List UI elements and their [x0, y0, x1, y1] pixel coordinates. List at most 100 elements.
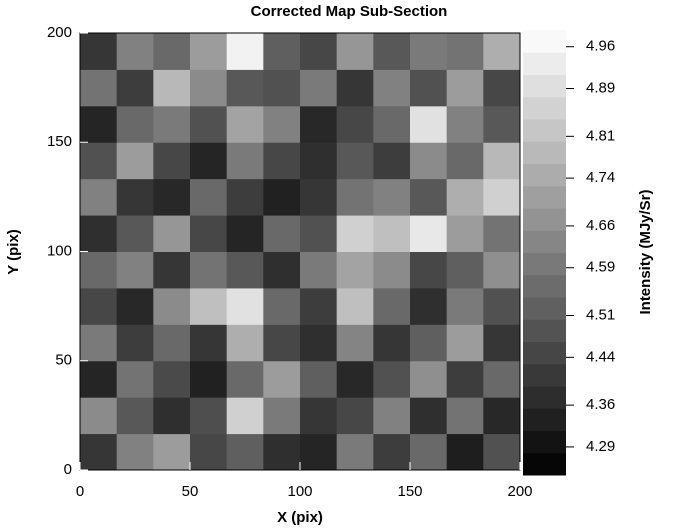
x-tick-label: 0: [76, 483, 84, 500]
colorbar-band: [523, 74, 566, 98]
heatmap-cell: [80, 433, 118, 471]
heatmap-cell: [373, 251, 411, 289]
y-tick-label: 150: [47, 133, 72, 150]
heatmap-cell: [116, 33, 154, 70]
heatmap-cell: [263, 215, 301, 252]
heatmap-cell: [190, 433, 228, 471]
heatmap-cell: [410, 360, 448, 398]
heatmap-cell: [483, 215, 521, 252]
heatmap-cell: [190, 105, 228, 143]
heatmap-cell: [373, 105, 411, 143]
heatmap-cell: [300, 105, 338, 143]
heatmap-cell: [336, 360, 374, 398]
colorbar-band: [523, 185, 566, 209]
colorbar-tick-label: 4.29: [586, 438, 615, 455]
heatmap-cell: [116, 433, 154, 471]
y-tick-label: 100: [47, 242, 72, 259]
heatmap-cell: [483, 142, 521, 180]
heatmap-cell: [190, 69, 228, 107]
heatmap-cell: [300, 69, 338, 107]
heatmap-cell: [336, 178, 374, 216]
heatmap-cell: [80, 324, 118, 362]
heatmap-cell: [373, 178, 411, 216]
heatmap-cell: [483, 360, 521, 398]
heatmap-cell: [190, 324, 228, 362]
heatmap-cell: [300, 287, 338, 325]
colorbar-label: Intensity (MJy/Sr): [637, 189, 654, 314]
heatmap-cell: [80, 215, 118, 252]
heatmap-cell: [263, 142, 301, 180]
colorbar-band: [523, 452, 566, 476]
heatmap-cell: [263, 360, 301, 398]
heatmap-cell: [116, 142, 154, 180]
heatmap-cell: [300, 251, 338, 289]
heatmap-cell: [336, 324, 374, 362]
heatmap-cell: [373, 215, 411, 252]
heatmap-cell: [446, 178, 484, 216]
heatmap-cell: [483, 433, 521, 471]
heatmap-cell: [410, 105, 448, 143]
heatmap-cell: [116, 397, 154, 435]
colorbar-band: [523, 363, 566, 387]
heatmap-cell: [410, 69, 448, 107]
heatmap-cell: [153, 33, 191, 70]
heatmap-cell: [300, 33, 338, 70]
heatmap-cell: [446, 33, 484, 70]
heatmap-cell: [336, 105, 374, 143]
heatmap-cell: [263, 433, 301, 471]
heatmap-cell: [446, 324, 484, 362]
x-tick-label: 150: [397, 483, 422, 500]
heatmap-cell: [336, 215, 374, 252]
heatmap-cell: [336, 69, 374, 107]
heatmap-cell: [153, 397, 191, 435]
colorbar-band: [523, 341, 566, 365]
heatmap-cell: [336, 33, 374, 70]
heatmap-cell: [446, 215, 484, 252]
heatmap-cell: [336, 433, 374, 471]
heatmap-cell: [446, 251, 484, 289]
colorbar-tick-label: 4.51: [586, 306, 615, 323]
colorbar-band: [523, 30, 566, 53]
heatmap-cell: [263, 105, 301, 143]
heatmap-cell: [153, 251, 191, 289]
heatmap-cell: [226, 33, 264, 70]
heatmap-cell: [116, 69, 154, 107]
y-axis-label: Y (pix): [5, 229, 22, 275]
heatmap-cell: [226, 287, 264, 325]
colorbar-tick-label: 4.74: [586, 169, 615, 186]
heatmap-cell: [226, 433, 264, 471]
heatmap-cell: [446, 69, 484, 107]
colorbar-tick-label: 4.66: [586, 217, 615, 234]
heatmap-cell: [263, 178, 301, 216]
heatmap-cell: [190, 33, 228, 70]
heatmap-cell: [80, 178, 118, 216]
heatmap-cell: [116, 360, 154, 398]
heatmap-cell: [410, 287, 448, 325]
heatmap-cell: [226, 178, 264, 216]
heatmap-cell: [80, 287, 118, 325]
colorbar-band: [523, 230, 566, 253]
x-tick-label: 100: [287, 483, 312, 500]
heatmap-cell: [226, 251, 264, 289]
heatmap-cell: [300, 142, 338, 180]
x-tick-label: 50: [182, 483, 199, 500]
heatmap-cell: [446, 397, 484, 435]
colorbar-band: [523, 52, 566, 75]
chart-title: Corrected Map Sub-Section: [251, 3, 448, 20]
heatmap-cell: [226, 360, 264, 398]
heatmap-cell: [373, 142, 411, 180]
heatmap-cell: [410, 433, 448, 471]
heatmap-cell: [153, 433, 191, 471]
heatmap-cell: [80, 69, 118, 107]
heatmap-cell: [373, 324, 411, 362]
heatmap-cell: [483, 287, 521, 325]
heatmap-cell: [226, 69, 264, 107]
heatmap-cell: [153, 324, 191, 362]
colorbar-band: [523, 252, 566, 276]
heatmap-cell: [336, 142, 374, 180]
heatmap-cell: [483, 33, 521, 70]
heatmap-cell: [263, 397, 301, 435]
heatmap-cell: [483, 69, 521, 107]
colorbar-band: [523, 274, 566, 298]
